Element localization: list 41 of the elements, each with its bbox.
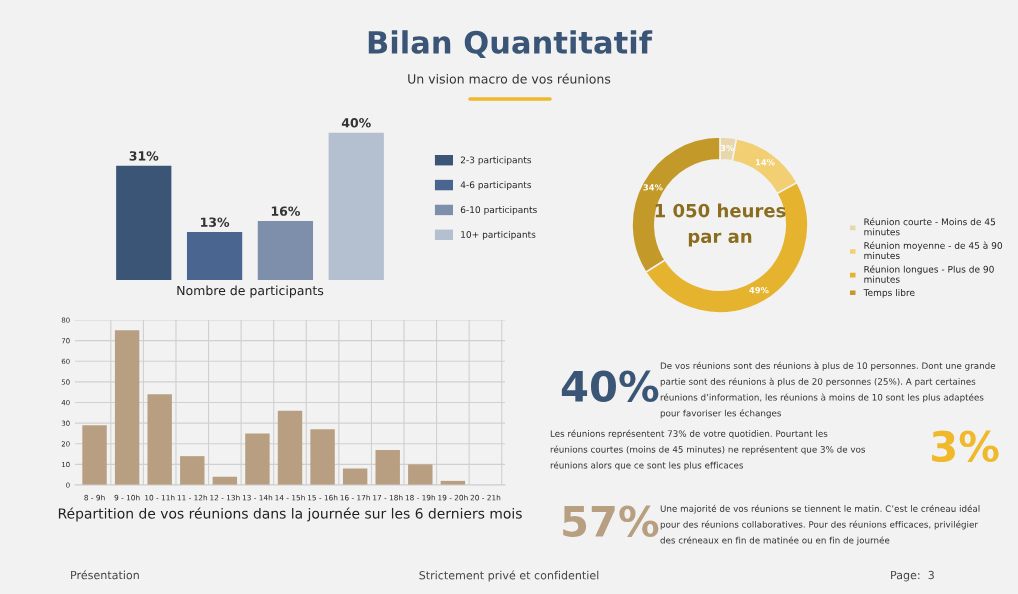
data-label: 34% bbox=[643, 184, 663, 191]
data-label: 14% bbox=[755, 159, 775, 166]
bar bbox=[257, 221, 314, 280]
data-label: 16% bbox=[271, 206, 300, 216]
text: Strictement privé et confidentiel bbox=[419, 570, 599, 582]
legend-label: 4-6 participants bbox=[460, 181, 532, 190]
text: Bilan Quantitatif bbox=[368, 30, 653, 58]
text: 3% bbox=[932, 430, 999, 463]
text: De vos réunions sont des réunions à plus de 10 personnes. Dont une grande partie sont des réunions à plus de 20 personnes (25%). A part certaines réunions d’information, les réunions à moins de 10 sont les plus adaptées pour favoriser les échanges bbox=[660, 361, 996, 419]
bar bbox=[114, 330, 140, 485]
text: Un vision macro de vos réunions bbox=[408, 73, 611, 84]
bar bbox=[310, 429, 335, 485]
bar bbox=[82, 425, 107, 485]
bar bbox=[116, 165, 172, 280]
data-label: 40% bbox=[341, 118, 371, 128]
bar bbox=[375, 449, 400, 485]
bar bbox=[147, 394, 172, 485]
data-label: 49% bbox=[749, 287, 769, 294]
legend-label: Réunion courte - Moins de 45 minutes bbox=[864, 217, 996, 236]
text: Une majorité de vos réunions se tiennent le matin. C’est le créneau idéal pour des réunions collaboratives. Pour des réunions efficaces, privilégier des créneaux en fin de matinée ou en fin de journée bbox=[660, 504, 980, 546]
legend-label: Réunion longues - Plus de 90 minutes bbox=[864, 265, 994, 283]
data-label: 31% bbox=[129, 151, 159, 161]
legend-label: Réunion moyenne - de 45 à 90 minutes bbox=[864, 241, 1003, 260]
bar bbox=[408, 464, 433, 485]
bar bbox=[180, 456, 205, 485]
legend-label: 6-10 participants bbox=[460, 206, 537, 215]
text: 57% bbox=[563, 505, 659, 538]
bar bbox=[245, 433, 270, 485]
bar bbox=[186, 232, 243, 280]
x-axis-title: Répartition de vos réunions dans la journée sur les 6 derniers mois bbox=[58, 507, 522, 522]
text: Page: 3 bbox=[891, 570, 934, 582]
text: 40% bbox=[561, 370, 659, 403]
text: Présentation bbox=[71, 570, 139, 580]
bar bbox=[277, 410, 303, 485]
legend-label: 2-3 participants bbox=[460, 156, 532, 166]
text: Les réunions représentent 73% de votre quotidien. Pourtant les réunions courtes (moins de 45 minutes) ne représentent que 3% de vos réunions alors que ce sont les plus efficaces bbox=[550, 429, 866, 471]
legend-label: 10+ participants bbox=[461, 230, 536, 240]
data-label: 13% bbox=[201, 217, 230, 227]
legend-label: Temps libre bbox=[863, 289, 915, 298]
x-axis-title: Nombre de participants bbox=[177, 285, 324, 298]
bar bbox=[328, 132, 384, 280]
